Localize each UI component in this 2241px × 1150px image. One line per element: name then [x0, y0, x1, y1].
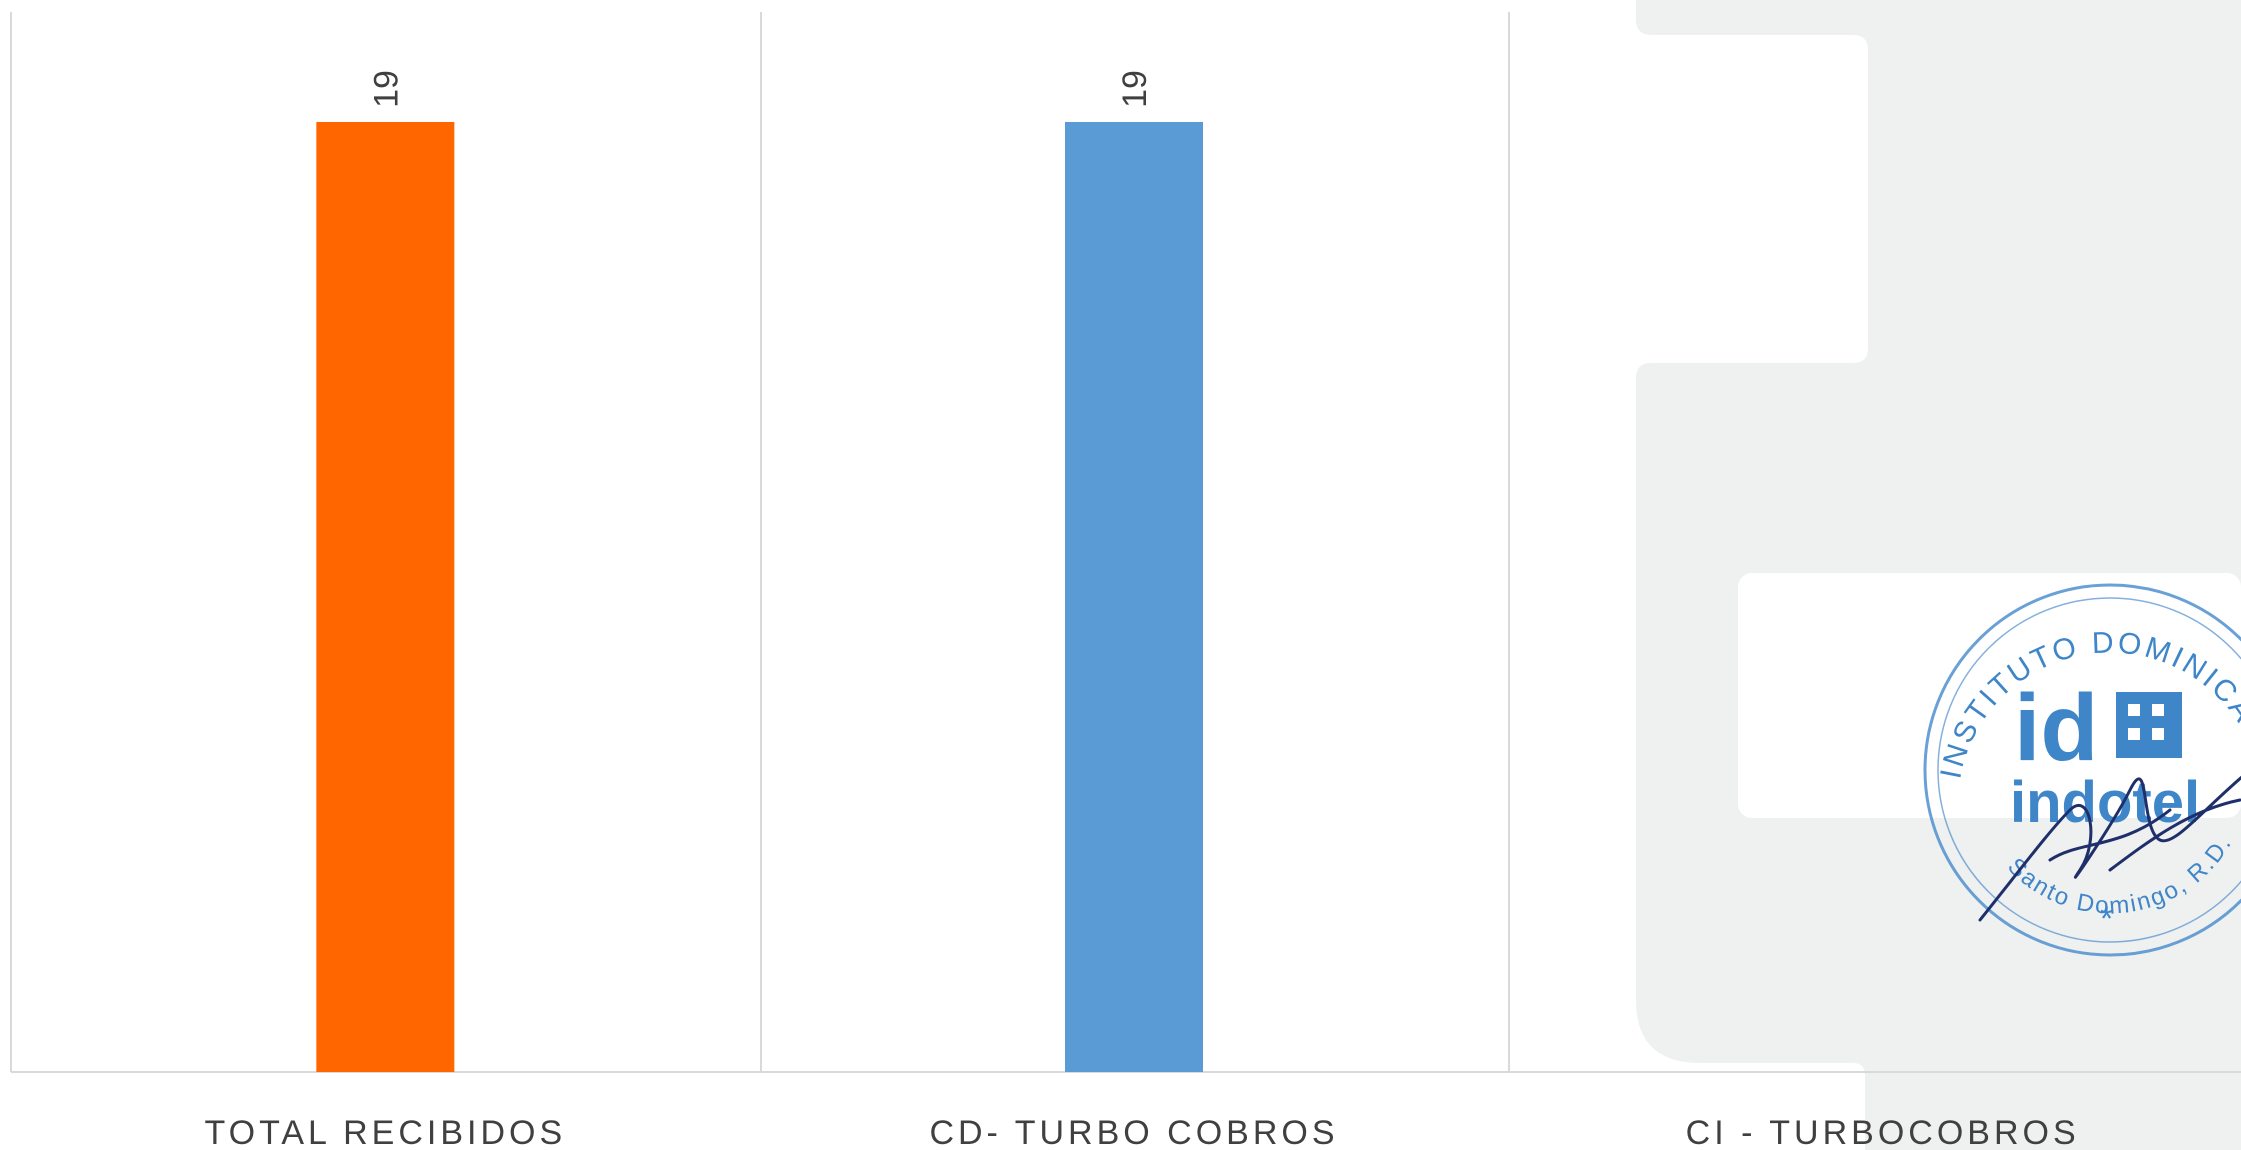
- bar-2: [1065, 122, 1203, 1072]
- category-label-3: CI - TURBOCOBROS: [1686, 1114, 2080, 1150]
- svg-text:*: *: [2100, 900, 2113, 938]
- background-watermark: [1636, 0, 2241, 1150]
- svg-text:id: id: [2014, 675, 2098, 781]
- bars-group: [316, 122, 1203, 1072]
- data-label-1: 19: [367, 70, 405, 108]
- value-labels-group: 19 19: [367, 70, 1154, 108]
- data-label-2: 19: [1116, 70, 1154, 108]
- handwritten-signature: [1978, 775, 2241, 922]
- category-labels-group: TOTAL RECIBIDOS CD- TURBO COBROS CI - TURB…: [205, 1114, 2080, 1150]
- category-label-1: TOTAL RECIBIDOS: [205, 1114, 567, 1150]
- category-label-2: CD- TURBO COBROS: [929, 1114, 1338, 1150]
- bar-1: [316, 122, 455, 1072]
- svg-text:indotel: indotel: [2010, 770, 2200, 835]
